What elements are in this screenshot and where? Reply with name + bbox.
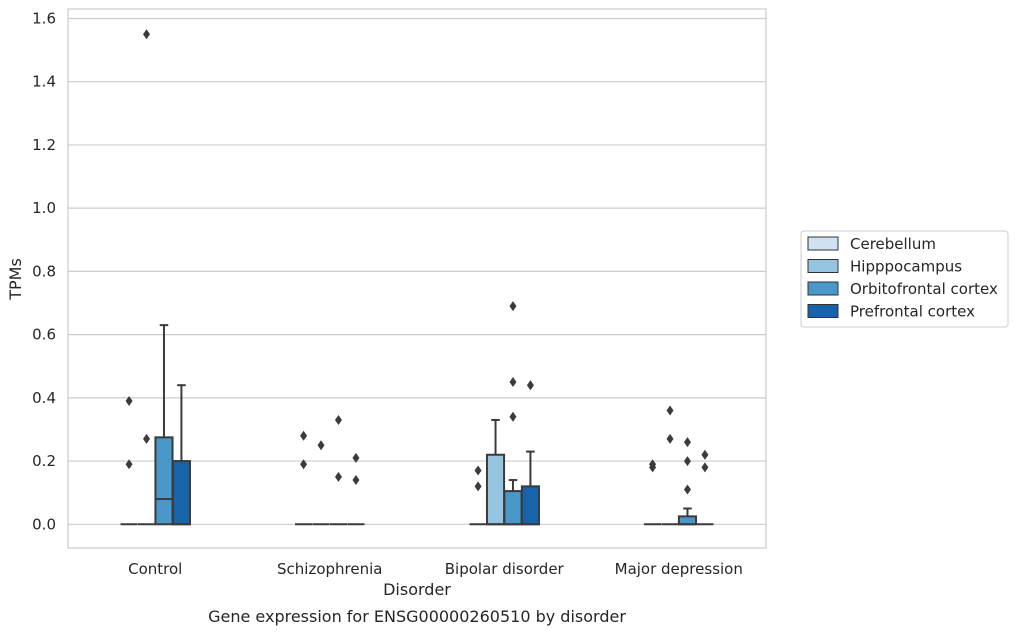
outlier-point xyxy=(300,430,308,441)
box-group xyxy=(120,29,714,526)
box xyxy=(485,418,506,526)
box xyxy=(661,405,679,526)
box xyxy=(644,459,662,526)
outlier-point xyxy=(474,481,482,492)
plot-frame xyxy=(67,8,767,549)
outlier-point xyxy=(317,440,325,451)
outlier-point xyxy=(526,380,534,391)
outlier-point xyxy=(125,459,133,470)
x-tick-label: Control xyxy=(128,560,182,578)
box xyxy=(329,414,348,526)
legend-label: Cerebellum xyxy=(850,235,936,253)
box-body xyxy=(677,515,698,526)
y-tick-label: 0.8 xyxy=(32,262,56,280)
y-tick-label: 0.6 xyxy=(32,326,56,344)
y-axis-label: TPMs xyxy=(6,258,25,301)
outlier-point xyxy=(352,452,360,463)
y-tick-label: 0.0 xyxy=(32,515,56,533)
box xyxy=(503,301,523,526)
box xyxy=(347,452,365,526)
y-tick-label: 0.2 xyxy=(32,452,56,470)
y-tick-label: 1.6 xyxy=(32,9,56,27)
legend-frame xyxy=(800,230,1009,328)
outlier-point xyxy=(125,396,133,406)
box-body xyxy=(520,485,540,526)
box xyxy=(696,449,714,526)
y-tick-label: 1.4 xyxy=(32,73,56,91)
x-tick-label: Major depression xyxy=(615,560,743,578)
outlier-point xyxy=(474,465,482,476)
legend: Cerebellum Hipppocampus Orbitofrontal cort… xyxy=(800,230,1009,328)
outlier-point xyxy=(683,437,691,448)
legend-swatch xyxy=(807,304,839,318)
x-axis-label: Disorder xyxy=(383,580,451,599)
box xyxy=(312,440,330,526)
x-tick-label: Schizophrenia xyxy=(277,560,382,578)
outlier-point xyxy=(334,414,342,425)
outlier-point xyxy=(509,411,517,422)
box xyxy=(520,380,540,526)
box xyxy=(137,29,156,526)
box xyxy=(120,396,138,526)
outlier-point xyxy=(509,301,517,312)
legend-swatch xyxy=(807,281,839,296)
box xyxy=(677,437,698,526)
x-tick-labels: Control Schizophrenia Bipolar disorder Majo… xyxy=(128,560,743,578)
outlier-point xyxy=(701,449,709,460)
y-tick-labels: 0.0 0.2 0.4 0.6 0.8 1.0 1.2 1.4 1.6 xyxy=(32,9,56,533)
y-tick-label: 1.0 xyxy=(32,199,56,217)
legend-label: Hipppocampus xyxy=(850,258,962,276)
y-tick-label: 1.2 xyxy=(32,136,56,154)
outlier-point xyxy=(143,433,151,444)
box xyxy=(154,324,174,526)
outlier-point xyxy=(300,459,308,470)
legend-label: Prefrontal cortex xyxy=(850,303,975,321)
outlier-point xyxy=(334,471,342,482)
outlier-point xyxy=(352,475,360,486)
chart-caption: Gene expression for ENSG00000260510 by d… xyxy=(208,607,626,626)
outlier-point xyxy=(666,433,674,444)
box-body xyxy=(154,436,174,526)
box-body xyxy=(503,490,523,526)
outlier-point xyxy=(509,377,517,388)
outlier-point xyxy=(649,459,657,470)
box-body xyxy=(171,460,191,526)
box xyxy=(295,430,313,526)
outlier-point xyxy=(701,462,709,473)
outlier-point xyxy=(666,405,674,416)
legend-label: Orbitofrontal cortex xyxy=(850,280,998,298)
legend-swatch xyxy=(807,236,839,251)
outlier-point xyxy=(683,484,691,495)
outlier-point xyxy=(683,456,691,467)
box xyxy=(469,465,487,526)
outlier-point xyxy=(143,29,151,40)
x-tick-label: Bipolar disorder xyxy=(445,560,565,578)
legend-swatch xyxy=(807,259,839,273)
box xyxy=(171,384,191,526)
y-tick-label: 0.4 xyxy=(32,389,56,407)
box-body xyxy=(485,453,506,526)
